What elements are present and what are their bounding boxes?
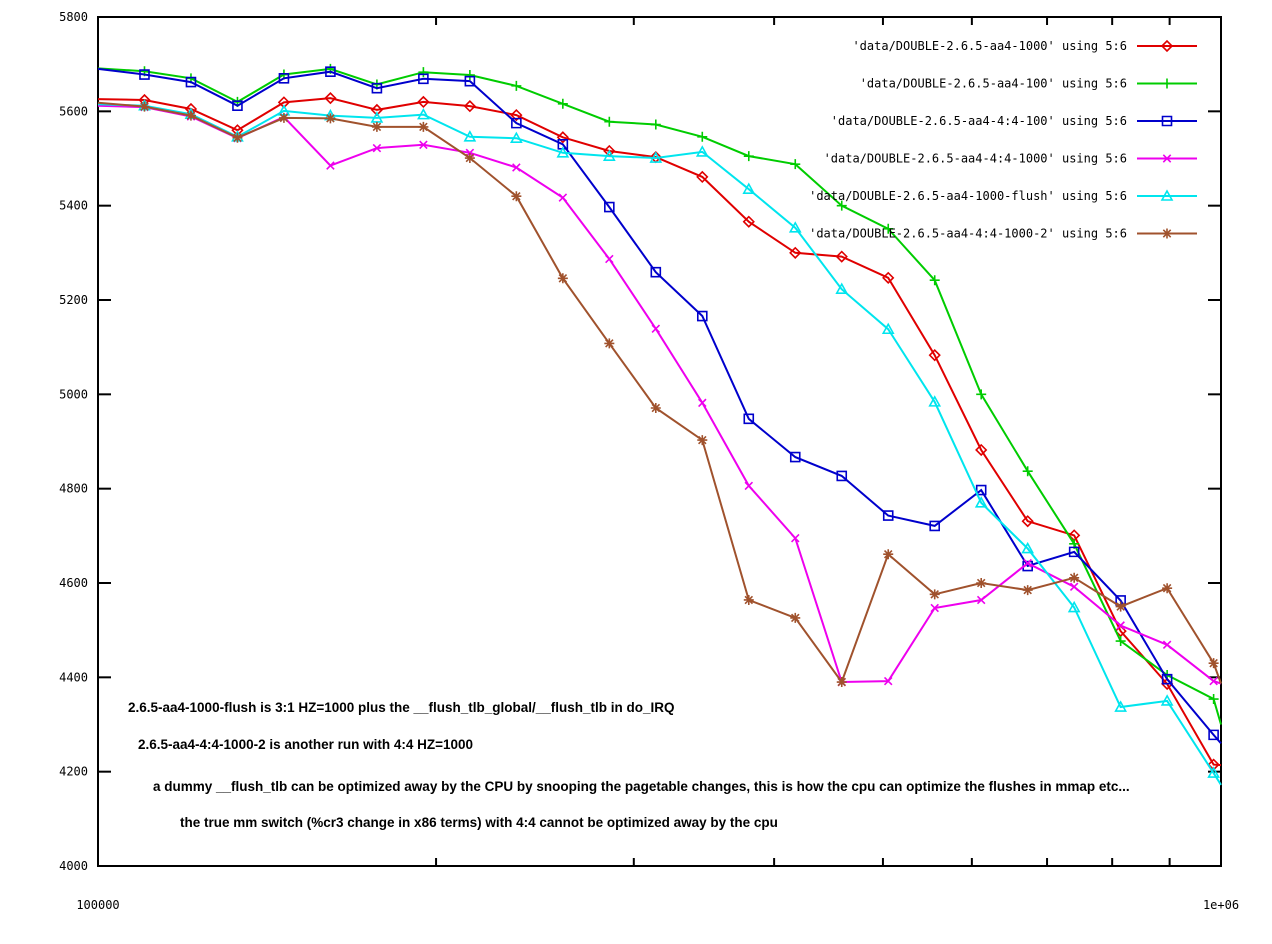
legend-star-icon bbox=[1162, 228, 1172, 239]
x-tick-label: 1e+06 bbox=[1203, 898, 1239, 912]
legend-label: 'data/DOUBLE-2.6.5-aa4-1000' using 5:6 bbox=[852, 39, 1127, 53]
legend-item: 'data/DOUBLE-2.6.5-aa4-1000' using 5:6 bbox=[852, 39, 1197, 53]
legend-square-icon bbox=[1161, 115, 1173, 127]
series-markers-0-diamond-icon bbox=[138, 91, 1220, 771]
legend-label: 'data/DOUBLE-2.6.5-aa4-100' using 5:6 bbox=[860, 77, 1127, 91]
series-line-3 bbox=[97, 104, 1222, 685]
y-tick-label: 5200 bbox=[59, 293, 88, 307]
legend-item: 'data/DOUBLE-2.6.5-aa4-4:4-1000' using 5… bbox=[824, 152, 1197, 166]
legend-triangle-icon bbox=[1160, 189, 1174, 201]
y-tick-label: 5400 bbox=[59, 199, 88, 213]
y-tick-label: 4600 bbox=[59, 576, 88, 590]
y-tick-label: 5600 bbox=[59, 104, 88, 118]
y-tick-label: 5000 bbox=[59, 387, 88, 401]
y-tick-label: 5800 bbox=[59, 10, 88, 24]
plot-axes: 4000 4200 4400 4600 4800 5000 5200 5400 5600 5800… bbox=[59, 10, 1239, 912]
series-line-2 bbox=[97, 67, 1222, 745]
series-line-1 bbox=[97, 67, 1222, 725]
legend-label: 'data/DOUBLE-2.6.5-aa4-4:4-1000-2' using… bbox=[809, 227, 1127, 241]
annotation-2: 2.6.5-aa4-4:4-1000-2 is another run with… bbox=[138, 737, 473, 752]
plot-series bbox=[97, 63, 1222, 786]
annotation-4: the true mm switch (%cr3 change in x86 t… bbox=[180, 815, 778, 830]
annotation-3: a dummy __flush_tlb can be optimized awa… bbox=[153, 779, 1130, 794]
y-tick-label: 4000 bbox=[59, 859, 88, 873]
legend-cross-icon bbox=[1162, 154, 1172, 163]
legend-item: 'data/DOUBLE-2.6.5-aa4-4:4-100' using 5:… bbox=[831, 114, 1197, 128]
legend-label: 'data/DOUBLE-2.6.5-aa4-4:4-1000' using 5… bbox=[824, 152, 1127, 166]
legend-item: 'data/DOUBLE-2.6.5-aa4-100' using 5:6 bbox=[860, 77, 1197, 91]
x-tick-label: 100000 bbox=[76, 898, 119, 912]
legend-plus-icon bbox=[1162, 78, 1172, 89]
legend-label: 'data/DOUBLE-2.6.5-aa4-1000-flush' using… bbox=[809, 189, 1127, 203]
y-tick-label: 4200 bbox=[59, 765, 88, 779]
annotation-1: 2.6.5-aa4-1000-flush is 3:1 HZ=1000 plus… bbox=[128, 700, 675, 715]
series-line-5 bbox=[97, 101, 1222, 685]
y-tick-label: 4800 bbox=[59, 482, 88, 496]
series-line-4 bbox=[97, 103, 1222, 786]
plot-border bbox=[97, 16, 1222, 867]
y-tick-label: 4400 bbox=[59, 670, 88, 684]
legend-item: 'data/DOUBLE-2.6.5-aa4-1000-flush' using… bbox=[809, 189, 1197, 203]
legend-item: 'data/DOUBLE-2.6.5-aa4-4:4-1000-2' using… bbox=[809, 227, 1197, 241]
legend-label: 'data/DOUBLE-2.6.5-aa4-4:4-100' using 5:… bbox=[831, 114, 1127, 128]
legend-diamond-icon bbox=[1160, 39, 1174, 53]
series-markers-5-star-icon bbox=[139, 101, 1219, 688]
chart-legend: 'data/DOUBLE-2.6.5-aa4-1000' using 5:6 'd… bbox=[809, 39, 1197, 241]
chart-annotations: 2.6.5-aa4-1000-flush is 3:1 HZ=1000 plus… bbox=[128, 700, 1130, 830]
